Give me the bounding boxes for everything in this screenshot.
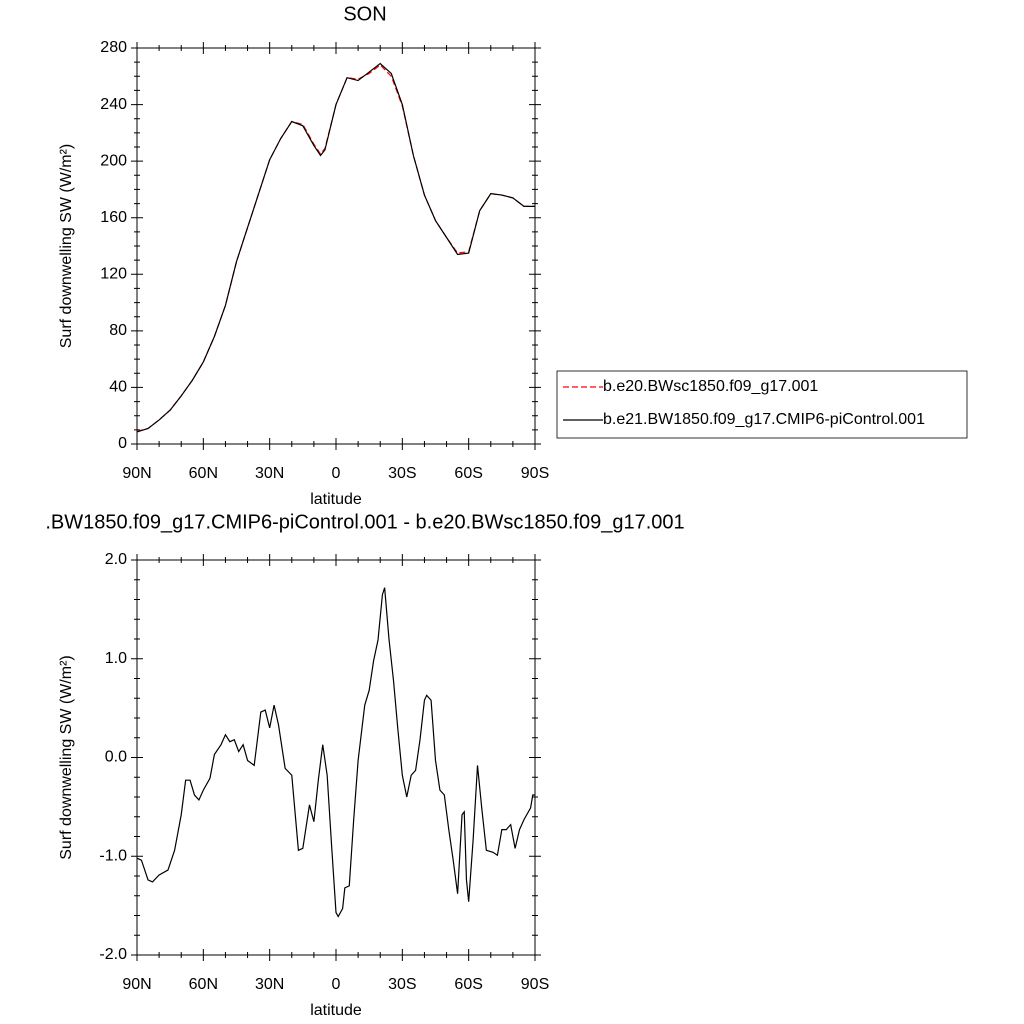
x-axis-label: latitude xyxy=(310,491,362,508)
legend-label: b.e20.BWsc1850.f09_g17.001 xyxy=(603,378,818,395)
y-axis-label: Surf downwelling SW (W/m²) xyxy=(58,655,75,859)
data-line xyxy=(136,62,535,433)
y-tick-label: -2.0 xyxy=(99,946,127,963)
y-tick-label: -1.0 xyxy=(99,847,127,864)
x-tick-label: 0 xyxy=(332,465,341,482)
x-tick-label: 30N xyxy=(255,465,284,482)
x-tick-label: 60S xyxy=(454,976,482,993)
y-tick-label: 160 xyxy=(100,209,127,226)
data-line xyxy=(136,587,535,918)
data-line xyxy=(136,64,535,432)
y-tick-label: 2.0 xyxy=(105,551,127,568)
plot-frame xyxy=(136,47,536,445)
plot-frame xyxy=(136,559,536,956)
x-tick-label: 30N xyxy=(255,976,284,993)
x-tick-label: 60N xyxy=(189,976,218,993)
x-tick-label: 60N xyxy=(189,465,218,482)
x-tick-label: 90N xyxy=(122,976,151,993)
y-axis-label: Surf downwelling SW (W/m²) xyxy=(58,144,75,348)
y-tick-label: 240 xyxy=(100,96,127,113)
chart-title: .BW1850.f09_g17.CMIP6-piControl.001 - b.… xyxy=(45,511,684,533)
y-tick-label: 120 xyxy=(100,266,127,283)
chart-title: SON xyxy=(343,3,386,25)
x-tick-label: 90N xyxy=(122,465,151,482)
x-tick-label: 90S xyxy=(521,465,549,482)
x-axis-label: latitude xyxy=(310,1002,362,1019)
x-tick-label: 60S xyxy=(454,465,482,482)
x-tick-label: 0 xyxy=(332,976,341,993)
y-tick-label: 0 xyxy=(118,435,127,452)
x-tick-label: 30S xyxy=(388,976,416,993)
legend-box xyxy=(556,370,968,439)
y-tick-label: 80 xyxy=(109,322,127,339)
y-tick-label: 0.0 xyxy=(105,749,127,766)
y-tick-label: 200 xyxy=(100,152,127,169)
legend-label: b.e21.BW1850.f09_g17.CMIP6-piControl.001 xyxy=(603,411,925,428)
y-tick-label: 1.0 xyxy=(105,650,127,667)
y-tick-label: 280 xyxy=(100,39,127,56)
x-tick-label: 30S xyxy=(388,465,416,482)
y-tick-label: 40 xyxy=(109,379,127,396)
x-tick-label: 90S xyxy=(521,976,549,993)
